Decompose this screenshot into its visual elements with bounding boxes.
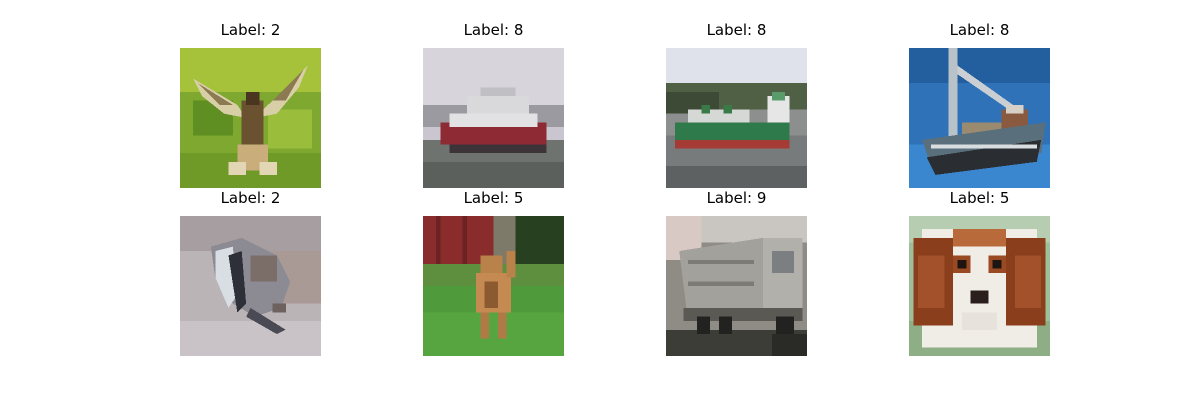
sample-label: Label: 8 bbox=[706, 21, 767, 39]
sample-image bbox=[423, 216, 564, 356]
sample-image bbox=[909, 216, 1050, 356]
sample-label: Label: 2 bbox=[220, 21, 281, 39]
sample-image bbox=[423, 48, 564, 188]
sample-cell: Label: 8 bbox=[909, 19, 1050, 191]
sample-cell: Label: 8 bbox=[666, 19, 807, 191]
sample-cell: Label: 8 bbox=[423, 19, 564, 191]
sample-cell: Label: 9 bbox=[666, 187, 807, 359]
sample-cell: Label: 2 bbox=[180, 187, 321, 359]
sample-label: Label: 8 bbox=[949, 21, 1010, 39]
sample-label: Label: 5 bbox=[949, 189, 1010, 207]
sample-label: Label: 2 bbox=[220, 189, 281, 207]
sample-label: Label: 8 bbox=[463, 21, 524, 39]
sample-image bbox=[666, 216, 807, 356]
sample-label: Label: 5 bbox=[463, 189, 524, 207]
sample-label: Label: 9 bbox=[706, 189, 767, 207]
sample-cell: Label: 5 bbox=[909, 187, 1050, 359]
sample-image bbox=[666, 48, 807, 188]
sample-cell: Label: 5 bbox=[423, 187, 564, 359]
sample-cell: Label: 2 bbox=[180, 19, 321, 191]
sample-image bbox=[909, 48, 1050, 188]
sample-image bbox=[180, 216, 321, 356]
sample-image bbox=[180, 48, 321, 188]
